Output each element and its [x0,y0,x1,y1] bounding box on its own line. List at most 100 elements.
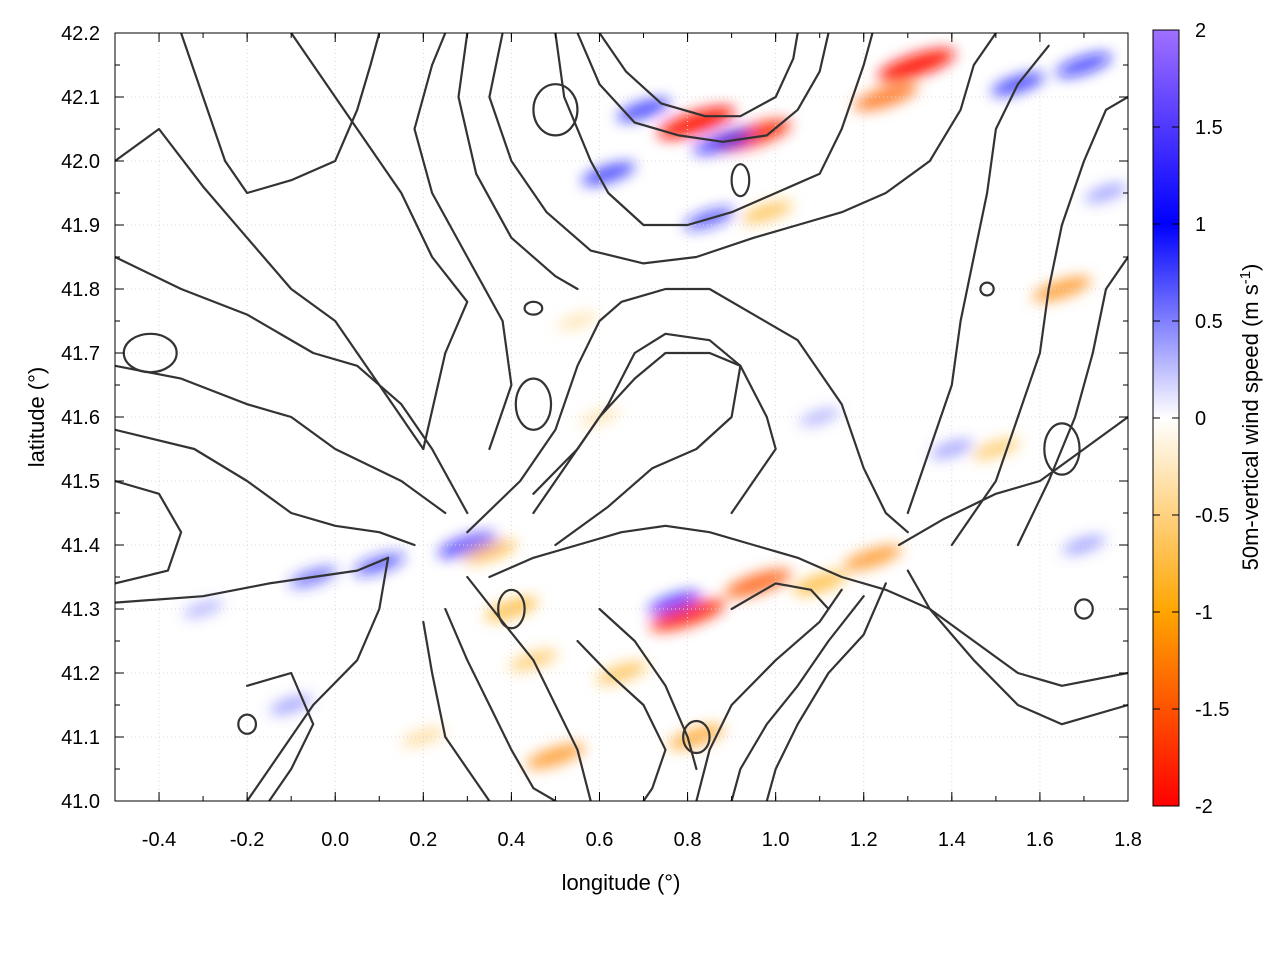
heatmap-cell-18 [462,539,517,563]
colorbar-tick-label-7: -1.5 [1195,699,1229,721]
y-tick-label-1: 41.1 [61,727,100,749]
contour-line-19 [422,620,491,801]
y-tick-label-0: 41.0 [61,791,100,813]
contour-line-16 [897,415,1128,547]
heatmap-cell-23 [668,724,725,750]
contour-line-7 [413,33,513,451]
colorbar-tick-label-2: 1 [1195,214,1206,236]
contour-line-3 [115,364,447,515]
heatmap-cell-19 [353,553,405,576]
heatmap-cell-5 [853,83,918,111]
contour-line-11 [488,524,1128,687]
heatmap-cell-13 [647,591,702,615]
contour-ring-0 [514,377,553,431]
colorbar-tick-label-6: -1 [1195,602,1213,624]
colorbar-tick-label-4: 0 [1195,408,1206,430]
contour-line-25 [554,33,874,227]
heatmap-cell-32 [557,312,598,330]
heatmap-cell-8 [581,162,636,186]
y-tick-label-12: 42.2 [61,23,100,45]
contour-line-26 [488,33,997,265]
colorbar: 2 1.5 1 0.5 0 -0.5 -1 -1.5 -2 50m-vertical wind … [1152,20,1264,818]
x-tick-label-3: 0.2 [409,829,437,851]
colorbar-ticks: 2 1.5 1 0.5 0 -0.5 -1 -1.5 -2 [1153,20,1229,818]
heatmap-cell-24 [596,661,647,685]
contour-lines [115,33,1128,801]
y-tick-label-4: 41.4 [61,535,100,557]
contour-ring-3 [1074,598,1094,620]
contour-line-12 [695,588,843,801]
contour-line-33 [246,671,315,801]
y-tick-label-9: 41.9 [61,215,100,237]
contour-line-21 [598,607,698,771]
contour-ring-1 [682,719,711,755]
x-axis: -0.4 -0.2 0.0 0.2 0.4 0.6 0.8 1.0 1.2 1.4 1.6 1.8 [114,33,1142,851]
contour-line-23 [576,33,830,143]
contour-line-17 [466,575,592,801]
colorbar-tick-label-0: 2 [1195,20,1206,42]
y-axis-title: latitude (°) [24,367,49,468]
contour-ring-5 [237,713,258,735]
colorbar-title: 50m-vertical wind speed (m s-1) [1237,264,1264,571]
y-tick-label-6: 41.6 [61,407,100,429]
contour-line-22 [730,582,830,611]
x-tick-label-4: 0.4 [497,829,525,851]
x-tick-label-9: 1.4 [938,829,966,851]
colorbar-title-main: 50m-vertical wind speed (m s [1238,284,1263,570]
heatmap-cell-14 [724,569,792,598]
heatmap-cell-16 [843,545,902,571]
contour-line-2 [246,556,390,801]
y-axis: 41.0 41.1 41.2 41.3 41.4 41.5 41.6 41.7 41.8 41.9… [61,23,1128,813]
x-tick-label-5: 0.6 [586,829,614,851]
contour-line-32 [115,479,183,585]
heatmap-cell-4 [877,48,956,82]
contour-ring-2 [1043,422,1081,476]
contour-line-14 [765,582,887,801]
x-tick-label-8: 1.2 [850,829,878,851]
contour-line-8 [466,287,909,534]
x-tick-label-7: 1.0 [762,829,790,851]
contour-line-28 [906,44,1050,515]
grid-lines [115,33,1128,801]
heatmap-cell-35 [1084,183,1128,203]
contour-line-31 [180,33,381,195]
y-tick-label-2: 41.2 [61,663,100,685]
heatmap-cell-0 [657,106,736,139]
contour-ring-4 [497,588,526,630]
x-tick-label-0: -0.4 [142,829,176,851]
heatmap-cell-12 [650,599,725,632]
heatmap-cell-3 [616,98,671,122]
contour-line-20 [576,639,667,801]
contour-line-29 [950,95,1128,547]
contour-ring-9 [730,163,751,198]
contour-ring-8 [979,281,995,297]
y-tick-label-5: 41.5 [61,471,100,493]
y-tick-label-10: 42.0 [61,151,100,173]
contour-line-1 [115,428,416,547]
contour-line-4 [115,255,469,515]
x-axis-title: longitude (°) [562,870,681,895]
contour-line-30 [1016,255,1128,547]
y-tick-label-3: 41.3 [61,599,100,621]
colorbar-tick-label-3: 0.5 [1195,311,1223,333]
y-tick-label-11: 42.1 [61,87,100,109]
colorbar-tick-label-5: -0.5 [1195,505,1229,527]
x-tick-label-2: 0.0 [321,829,349,851]
contour-line-18 [444,607,557,801]
contour-ring-7 [523,300,544,316]
contour-line-0 [115,556,390,604]
x-tick-label-10: 1.6 [1026,829,1054,851]
colorbar-tick-label-8: -2 [1195,796,1213,818]
colorbar-title-sup: -1 [1237,271,1254,284]
heatmap-cell-10 [741,201,793,224]
contour-line-24 [598,33,799,118]
contour-ring-10 [532,83,579,137]
y-tick-label-8: 41.8 [61,279,100,301]
contour-line-15 [906,569,1128,726]
colorbar-tick-label-1: 1.5 [1195,117,1223,139]
x-tick-label-11: 1.8 [1114,829,1142,851]
heatmap-cell-7 [1055,52,1113,78]
contour-line-6 [290,33,469,451]
heatmap-cell-22 [526,743,585,769]
